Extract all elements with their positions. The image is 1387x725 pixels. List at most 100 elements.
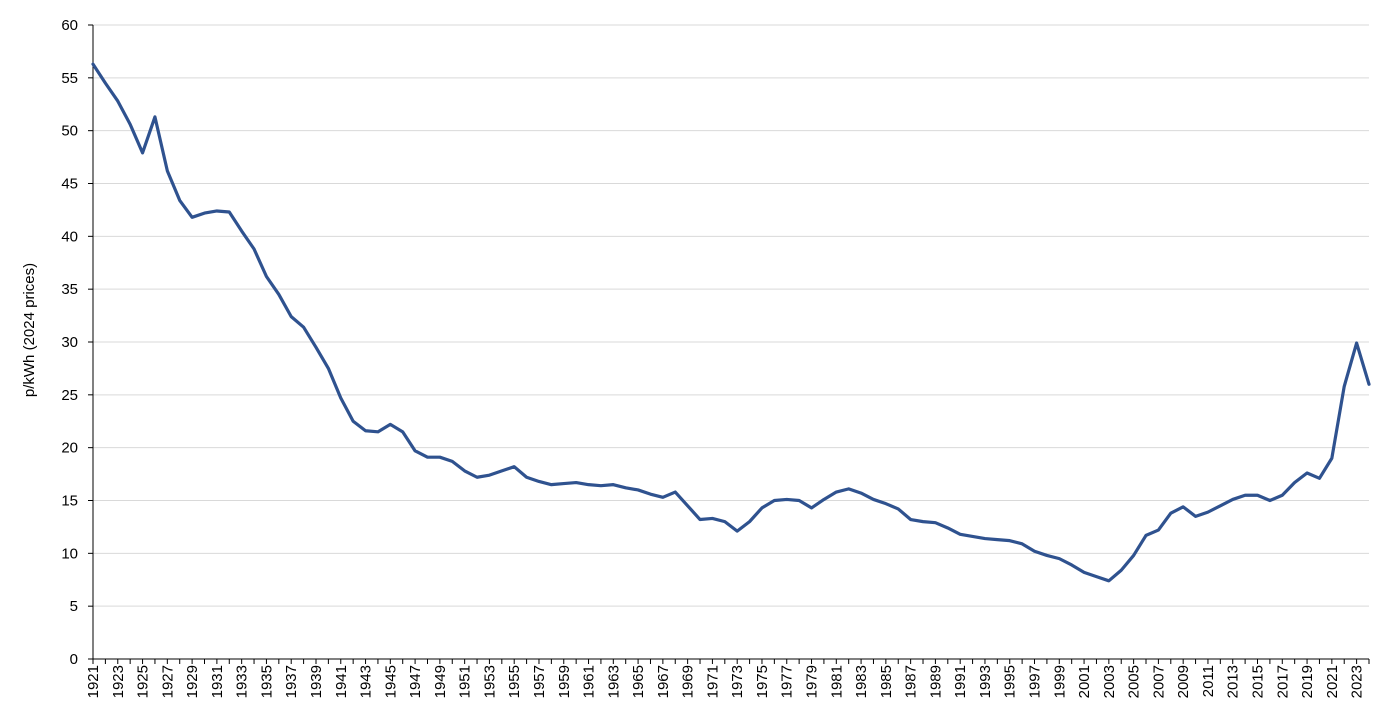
data-point bbox=[637, 489, 639, 491]
y-tick-label: 35 bbox=[61, 281, 78, 298]
data-point bbox=[1293, 481, 1295, 483]
data-point bbox=[525, 476, 527, 478]
y-tick-label: 5 bbox=[70, 598, 78, 615]
x-tick-label: 2009 bbox=[1175, 665, 1192, 698]
data-point bbox=[228, 211, 230, 213]
y-tick-label: 55 bbox=[61, 70, 78, 87]
data-point bbox=[786, 498, 788, 500]
x-tick-label: 1953 bbox=[481, 665, 498, 698]
x-tick-label: 1945 bbox=[382, 665, 399, 698]
data-point bbox=[253, 248, 255, 250]
gridlines bbox=[93, 24, 1369, 607]
data-point bbox=[600, 485, 602, 487]
data-point bbox=[1033, 550, 1035, 552]
x-tick-label: 1965 bbox=[630, 665, 647, 698]
x-tick-label: 1923 bbox=[110, 665, 127, 698]
data-point bbox=[773, 499, 775, 501]
data-point bbox=[352, 420, 354, 422]
data-point bbox=[724, 520, 726, 522]
data-point bbox=[414, 450, 416, 452]
y-tick-label: 10 bbox=[61, 545, 78, 562]
data-point bbox=[587, 483, 589, 485]
data-point bbox=[513, 465, 515, 467]
x-tick-label: 1989 bbox=[927, 665, 944, 698]
data-point bbox=[117, 100, 119, 102]
data-point bbox=[1058, 557, 1060, 559]
x-tick-label: 1933 bbox=[234, 665, 251, 698]
x-tick-label: 1967 bbox=[655, 665, 672, 698]
series bbox=[91, 62, 1371, 583]
data-point bbox=[315, 346, 317, 348]
data-point bbox=[563, 482, 565, 484]
data-point bbox=[1318, 477, 1320, 479]
x-tick-label: 2013 bbox=[1225, 665, 1242, 698]
data-point bbox=[711, 517, 713, 519]
data-point bbox=[476, 476, 478, 478]
x-tick-label: 1947 bbox=[407, 665, 424, 698]
x-tick-label: 1983 bbox=[853, 665, 870, 698]
x-tick-label: 1939 bbox=[308, 665, 325, 698]
data-point bbox=[897, 508, 899, 510]
data-point bbox=[302, 326, 304, 328]
data-point bbox=[1281, 494, 1283, 496]
data-point bbox=[1306, 472, 1308, 474]
data-point bbox=[1145, 534, 1147, 536]
x-tick-label: 2005 bbox=[1126, 665, 1143, 698]
data-point bbox=[290, 315, 292, 317]
data-point bbox=[92, 63, 94, 65]
data-point bbox=[191, 216, 193, 218]
data-point bbox=[451, 460, 453, 462]
y-tick-label: 40 bbox=[61, 228, 78, 245]
x-tick-label: 1963 bbox=[605, 665, 622, 698]
x-tick-label: 1997 bbox=[1027, 665, 1044, 698]
x-tick-label: 2023 bbox=[1349, 665, 1366, 698]
x-axis-ticks: 1921 1923 1925 1927 1929 1931 1933 1935 1937 1939… bbox=[85, 659, 1370, 698]
data-point bbox=[1232, 498, 1234, 500]
x-tick-label: 1985 bbox=[878, 665, 895, 698]
data-point bbox=[1219, 505, 1221, 507]
data-point bbox=[104, 82, 106, 84]
data-point bbox=[1095, 575, 1097, 577]
data-point bbox=[1120, 569, 1122, 571]
data-point bbox=[748, 520, 750, 522]
data-point bbox=[364, 430, 366, 432]
data-point bbox=[909, 518, 911, 520]
data-point bbox=[1331, 457, 1333, 459]
x-tick-label: 1957 bbox=[531, 665, 548, 698]
x-tick-label: 1929 bbox=[184, 665, 201, 698]
data-point bbox=[1157, 529, 1159, 531]
x-tick-label: 1979 bbox=[804, 665, 821, 698]
data-point bbox=[996, 538, 998, 540]
x-tick-label: 1943 bbox=[358, 665, 375, 698]
data-point bbox=[141, 152, 143, 154]
x-tick-label: 1969 bbox=[680, 665, 697, 698]
data-point bbox=[674, 491, 676, 493]
data-point bbox=[179, 199, 181, 201]
x-tick-label: 1977 bbox=[779, 665, 796, 698]
x-tick-label: 1931 bbox=[209, 665, 226, 698]
data-point bbox=[662, 496, 664, 498]
y-tick-label: 0 bbox=[70, 651, 78, 668]
x-tick-label: 1999 bbox=[1051, 665, 1068, 698]
x-tick-label: 2017 bbox=[1274, 665, 1291, 698]
data-point bbox=[129, 123, 131, 125]
data-point bbox=[463, 470, 465, 472]
data-point bbox=[240, 230, 242, 232]
x-tick-label: 1937 bbox=[283, 665, 300, 698]
x-tick-label: 1995 bbox=[1002, 665, 1019, 698]
x-tick-label: 1941 bbox=[333, 665, 350, 698]
data-point bbox=[934, 521, 936, 523]
x-tick-label: 2021 bbox=[1324, 665, 1341, 698]
x-tick-label: 1925 bbox=[135, 665, 152, 698]
data-point bbox=[1046, 554, 1048, 556]
x-tick-label: 1975 bbox=[754, 665, 771, 698]
y-tick-label: 45 bbox=[61, 176, 78, 193]
x-tick-label: 2011 bbox=[1200, 665, 1217, 697]
data-point bbox=[823, 498, 825, 500]
data-point bbox=[1269, 499, 1271, 501]
data-point bbox=[686, 505, 688, 507]
x-tick-label: 1991 bbox=[952, 665, 969, 698]
data-point bbox=[1108, 580, 1110, 582]
y-axis-title: p/kWh (2024 prices) bbox=[21, 263, 38, 397]
data-point bbox=[1244, 494, 1246, 496]
